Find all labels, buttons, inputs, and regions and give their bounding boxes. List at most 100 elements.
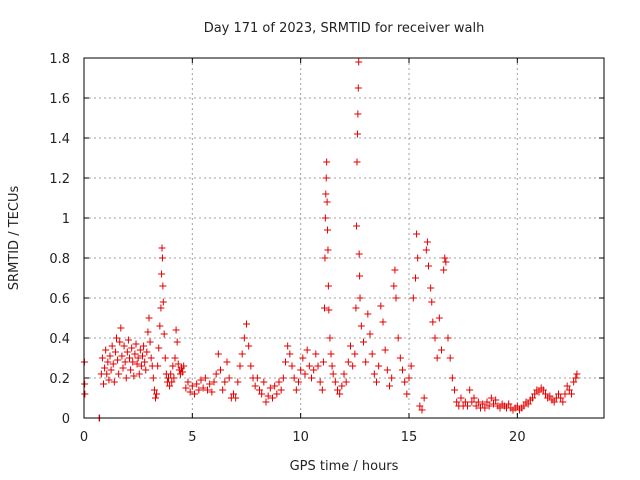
data-point bbox=[542, 390, 549, 398]
data-points bbox=[80, 58, 581, 422]
data-point bbox=[100, 380, 107, 388]
data-point bbox=[468, 398, 476, 406]
data-point bbox=[288, 362, 296, 370]
data-point bbox=[127, 366, 135, 374]
data-point bbox=[403, 390, 411, 398]
data-point bbox=[236, 362, 244, 370]
data-point bbox=[354, 84, 362, 92]
data-point bbox=[266, 384, 274, 392]
data-point bbox=[344, 358, 352, 366]
data-point bbox=[448, 374, 456, 382]
data-point bbox=[438, 346, 445, 354]
data-point bbox=[101, 364, 109, 372]
data-point bbox=[195, 386, 203, 394]
data-point bbox=[457, 394, 465, 402]
data-point bbox=[573, 370, 581, 378]
data-point bbox=[352, 304, 360, 312]
data-point bbox=[321, 214, 329, 222]
data-point bbox=[466, 386, 474, 394]
data-point bbox=[531, 390, 539, 398]
data-point bbox=[427, 284, 435, 292]
data-point bbox=[191, 390, 198, 398]
data-point bbox=[394, 334, 402, 342]
data-point bbox=[353, 158, 361, 166]
data-point bbox=[269, 394, 276, 402]
data-point bbox=[472, 402, 480, 410]
data-point bbox=[243, 320, 250, 328]
data-point bbox=[130, 372, 138, 380]
data-point bbox=[364, 310, 372, 318]
data-point bbox=[171, 354, 179, 362]
data-point bbox=[324, 226, 332, 234]
data-point bbox=[561, 390, 569, 398]
data-point bbox=[81, 390, 89, 398]
data-point bbox=[390, 282, 398, 290]
data-point bbox=[168, 378, 176, 386]
data-point bbox=[282, 358, 289, 366]
data-point bbox=[182, 384, 190, 392]
data-point bbox=[414, 254, 422, 262]
plot-frame bbox=[83, 57, 605, 419]
data-point bbox=[144, 328, 152, 336]
data-point bbox=[327, 350, 335, 358]
data-point bbox=[328, 362, 336, 370]
data-point bbox=[120, 342, 128, 350]
data-point bbox=[158, 270, 166, 278]
data-point bbox=[295, 378, 302, 386]
data-point bbox=[429, 318, 437, 326]
data-point bbox=[256, 386, 263, 394]
data-point bbox=[440, 266, 448, 274]
data-point bbox=[152, 394, 159, 402]
data-point bbox=[347, 342, 354, 350]
data-point bbox=[292, 386, 300, 394]
data-point bbox=[107, 366, 115, 374]
data-point bbox=[555, 390, 562, 398]
x-tick-label: 5 bbox=[188, 430, 196, 445]
y-tick-label: 1.2 bbox=[49, 172, 70, 187]
data-point bbox=[568, 390, 575, 398]
data-point bbox=[197, 376, 205, 384]
data-point bbox=[146, 338, 154, 346]
y-tick-label: 1.4 bbox=[49, 132, 70, 147]
data-point bbox=[355, 58, 363, 66]
data-point bbox=[297, 366, 305, 374]
data-point bbox=[308, 374, 315, 382]
data-point bbox=[113, 334, 120, 342]
data-point bbox=[277, 386, 285, 394]
data-point bbox=[446, 354, 454, 362]
data-point bbox=[329, 370, 337, 378]
data-point bbox=[342, 378, 350, 386]
data-point bbox=[431, 334, 439, 342]
data-point bbox=[366, 330, 374, 338]
data-point bbox=[353, 130, 361, 138]
data-point bbox=[159, 282, 167, 290]
data-point bbox=[123, 348, 131, 356]
data-point bbox=[321, 254, 329, 262]
y-tick-label: 0.4 bbox=[49, 332, 70, 347]
data-point bbox=[158, 254, 166, 262]
data-point bbox=[103, 370, 111, 378]
data-point bbox=[529, 394, 536, 402]
data-point bbox=[131, 350, 139, 358]
data-point bbox=[355, 250, 363, 258]
data-point bbox=[492, 396, 500, 404]
data-point bbox=[520, 402, 528, 410]
data-point bbox=[193, 380, 201, 388]
data-point bbox=[354, 110, 362, 118]
data-point bbox=[413, 230, 421, 238]
data-point bbox=[401, 378, 409, 386]
data-point bbox=[474, 398, 482, 406]
x-tick-label: 20 bbox=[509, 430, 526, 445]
y-axis-label: SRMTID / TECUs bbox=[7, 186, 22, 291]
data-point bbox=[351, 350, 359, 358]
data-point bbox=[166, 382, 174, 390]
data-point bbox=[104, 358, 112, 366]
data-point bbox=[441, 254, 449, 262]
data-point bbox=[310, 366, 318, 374]
data-point bbox=[140, 342, 148, 350]
data-point bbox=[118, 352, 126, 360]
y-tick-label: 1 bbox=[62, 212, 70, 227]
data-point bbox=[210, 378, 218, 386]
data-point bbox=[316, 378, 324, 386]
data-point bbox=[314, 362, 322, 370]
